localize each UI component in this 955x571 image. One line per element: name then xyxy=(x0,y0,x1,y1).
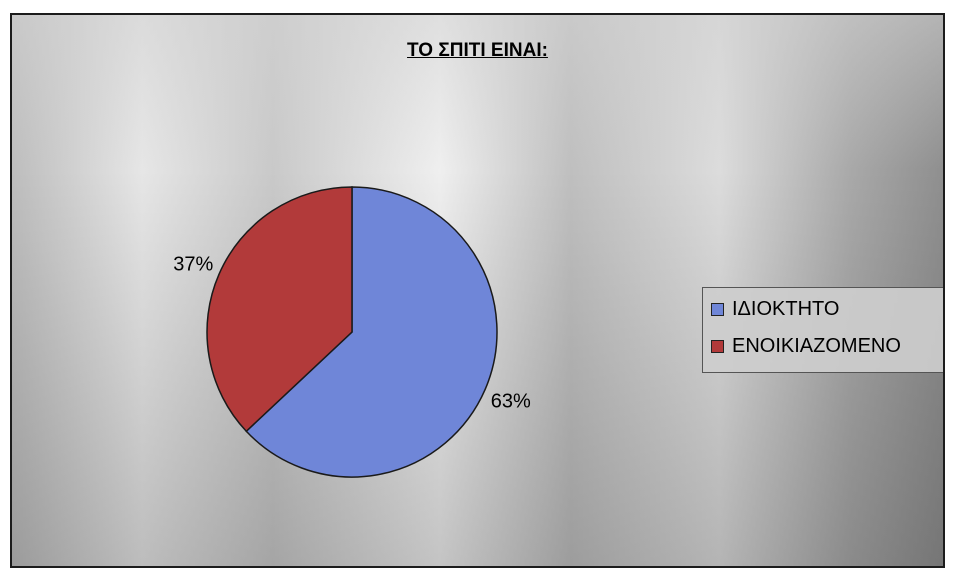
legend-label-owned: ΙΔΙΟΚΤΗΤΟ xyxy=(732,298,840,320)
legend-label-rented: ΕΝΟΙΚΙΑΖΟΜΕΝΟ xyxy=(732,335,901,357)
chart-area: ΤΟ ΣΠΙΤΙ ΕΙΝΑΙ: 63% 37% ΙΔΙΟΚΤΗΤΟ ΕΝΟΙΚΙΑ… xyxy=(10,13,945,568)
legend-swatch-owned xyxy=(711,303,724,316)
chart-legend: ΙΔΙΟΚΤΗΤΟ ΕΝΟΙΚΙΑΖΟΜΕΝΟ xyxy=(702,287,943,373)
legend-swatch-rented xyxy=(711,340,724,353)
legend-item-owned: ΙΔΙΟΚΤΗΤΟ xyxy=(711,298,839,321)
data-label-rented: 37% xyxy=(173,253,213,275)
pie-slice-owned xyxy=(245,186,498,478)
data-label-owned: 63% xyxy=(491,391,531,413)
legend-item-rented: ΕΝΟΙΚΙΑΖΟΜΕΝΟ xyxy=(711,335,901,358)
chart-title: ΤΟ ΣΠΙΤΙ ΕΙΝΑΙ: xyxy=(407,40,548,61)
pie-slice-rented xyxy=(206,186,353,433)
pie-chart: 63% 37% xyxy=(173,186,531,478)
